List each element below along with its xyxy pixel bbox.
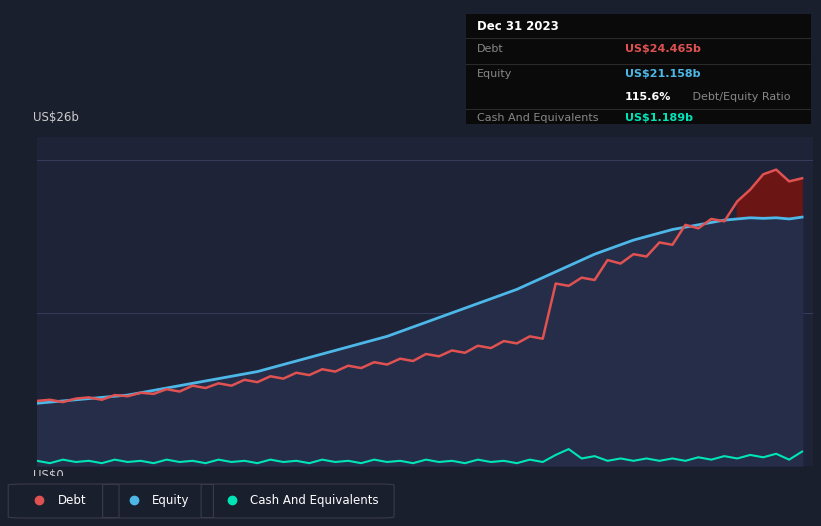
Text: US$24.465b: US$24.465b bbox=[625, 44, 701, 54]
Text: US$1.189b: US$1.189b bbox=[625, 113, 693, 123]
Text: Cash And Equivalents: Cash And Equivalents bbox=[250, 493, 379, 507]
Text: US$21.158b: US$21.158b bbox=[625, 69, 700, 79]
Text: Equity: Equity bbox=[477, 69, 512, 79]
Text: Debt/Equity Ratio: Debt/Equity Ratio bbox=[689, 92, 791, 102]
Text: US$0: US$0 bbox=[33, 469, 64, 482]
Text: Dec 31 2023: Dec 31 2023 bbox=[477, 21, 558, 33]
Text: Debt: Debt bbox=[477, 44, 503, 54]
Text: Cash And Equivalents: Cash And Equivalents bbox=[477, 113, 599, 123]
Text: Equity: Equity bbox=[152, 493, 190, 507]
Text: Debt: Debt bbox=[57, 493, 86, 507]
Text: 115.6%: 115.6% bbox=[625, 92, 672, 102]
Text: US$26b: US$26b bbox=[33, 110, 79, 124]
